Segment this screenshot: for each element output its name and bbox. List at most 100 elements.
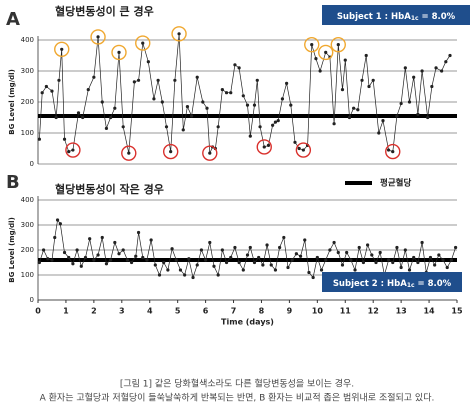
- data-point: [332, 240, 336, 245]
- data-point: [353, 268, 357, 272]
- y-tick-label: 400: [21, 36, 34, 44]
- data-point: [62, 137, 67, 141]
- data-point: [381, 119, 385, 123]
- data-point: [224, 260, 229, 265]
- data-point: [241, 94, 245, 98]
- y-tick-label: 0: [30, 296, 34, 304]
- data-point: [117, 50, 121, 55]
- highlight-circle: [295, 142, 312, 158]
- data-point: [437, 253, 441, 257]
- data-point: [370, 253, 374, 257]
- x-tick-label: 14: [423, 307, 435, 316]
- highlight-circle: [318, 44, 334, 61]
- data-point: [88, 237, 92, 241]
- data-point: [252, 103, 257, 107]
- subject-text: = 8.0%: [419, 12, 456, 22]
- x-tick-label: 2: [91, 307, 97, 316]
- data-point: [40, 91, 44, 95]
- data-point: [315, 255, 319, 260]
- data-point: [204, 258, 208, 262]
- data-point: [100, 100, 104, 104]
- data-point: [241, 268, 245, 272]
- data-point: [276, 119, 280, 123]
- data-point: [449, 258, 454, 262]
- data-point: [92, 258, 96, 262]
- data-point: [220, 248, 224, 252]
- data-point: [407, 100, 412, 104]
- data-point: [50, 89, 54, 93]
- data-point: [349, 258, 353, 262]
- data-point: [378, 250, 382, 255]
- data-point: [386, 258, 391, 262]
- data-point: [160, 100, 164, 104]
- subject-box: [322, 272, 462, 292]
- data-point: [104, 126, 109, 130]
- data-point: [336, 43, 340, 47]
- x-tick-label: 5: [175, 307, 181, 316]
- data-point: [83, 255, 88, 260]
- data-point: [191, 275, 195, 280]
- data-point: [441, 258, 445, 262]
- data-point: [420, 240, 424, 245]
- data-point: [229, 91, 233, 95]
- data-point: [448, 53, 452, 58]
- y-tick-label: 300: [21, 67, 34, 75]
- x-tick-label: 12: [368, 307, 379, 316]
- data-point: [216, 273, 220, 277]
- x-tick-label: 11: [340, 307, 352, 316]
- data-point: [332, 122, 336, 126]
- data-point: [328, 248, 332, 252]
- data-point: [170, 247, 174, 251]
- data-point: [76, 111, 81, 115]
- highlight-circle: [54, 41, 70, 57]
- highlight-circle: [202, 145, 218, 161]
- data-point: [164, 125, 169, 129]
- panel-title: 혈당변동성이 작은 경우: [55, 182, 164, 196]
- data-point: [166, 268, 170, 272]
- data-point: [428, 255, 433, 260]
- data-point: [46, 257, 50, 261]
- data-point: [190, 114, 194, 118]
- data-point: [216, 125, 220, 129]
- subject-text: Subject 2 : HbA: [333, 279, 407, 289]
- data-point: [129, 260, 134, 265]
- data-point: [37, 260, 41, 265]
- data-point: [301, 148, 305, 152]
- data-point: [67, 150, 71, 154]
- data-point: [371, 78, 375, 82]
- data-point: [412, 75, 416, 79]
- y-tick-label: 400: [21, 196, 34, 204]
- data-point: [290, 258, 294, 262]
- subject-box: [322, 5, 470, 25]
- data-point: [121, 248, 125, 252]
- data-line: [39, 33, 451, 154]
- data-point: [364, 53, 368, 58]
- data-point: [280, 97, 285, 101]
- data-point: [145, 258, 149, 262]
- data-point: [245, 103, 250, 107]
- legend-label: 평균혈당: [380, 178, 411, 189]
- y-axis-label: BG Level (mg/dl): [8, 69, 16, 135]
- x-tick-label: 13: [396, 307, 407, 316]
- data-point: [183, 273, 187, 277]
- data-point: [391, 260, 395, 265]
- data-point: [195, 263, 199, 267]
- data-point: [361, 260, 366, 265]
- data-point: [229, 255, 233, 260]
- highlight-circle: [385, 143, 401, 160]
- subject-subscript: 1c: [407, 282, 415, 289]
- subject-text: = 8.0%: [415, 279, 452, 289]
- x-tick-label: 7: [231, 307, 237, 316]
- data-point: [356, 108, 360, 112]
- data-point: [125, 258, 129, 262]
- data-point: [134, 254, 138, 258]
- data-point: [248, 245, 252, 250]
- x-axis-label: Time (days): [221, 318, 274, 327]
- data-point: [261, 263, 265, 267]
- data-point: [271, 123, 275, 127]
- data-point: [86, 88, 90, 92]
- data-point: [162, 260, 166, 265]
- data-point: [121, 125, 125, 129]
- data-point: [67, 255, 71, 260]
- data-point: [399, 101, 403, 106]
